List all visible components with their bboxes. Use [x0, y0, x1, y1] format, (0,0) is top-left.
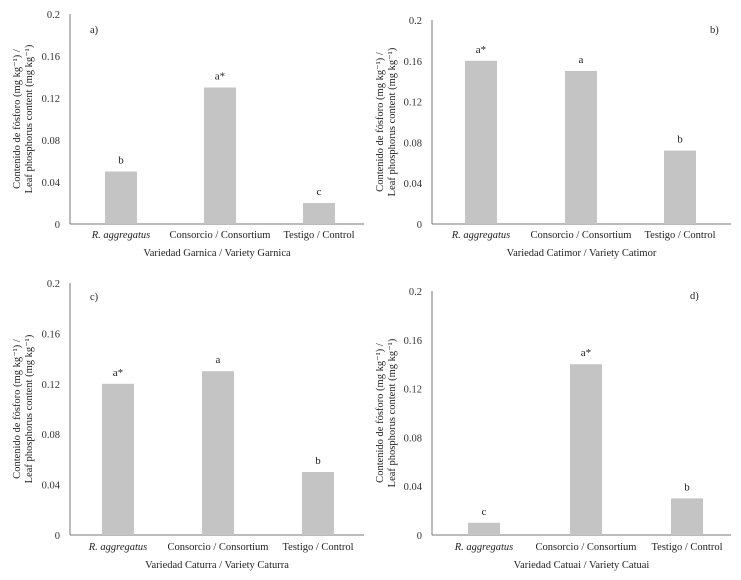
x-axis-label: Variedad Catimor / Variety Catimor: [507, 248, 657, 259]
category-label: Consorcio / Consortium: [536, 542, 637, 553]
y-tick-label: 0.04: [404, 179, 423, 190]
category-label: Testigo / Control: [282, 542, 353, 553]
chart-panel-4: 0 0.04 0.08 0.12 0.16 0.2 c R. aggregatus a* Cons…: [375, 287, 731, 571]
y-tick-label: 0: [417, 220, 422, 231]
bar: [671, 498, 703, 535]
significance-label: a*: [581, 347, 591, 359]
y-axis-label: Contenido de fósforo (mg kg⁻¹) /Leaf pho…: [12, 334, 35, 483]
y-axis-label: Contenido de fósforo (mg kg⁻¹) /Leaf pho…: [375, 338, 398, 487]
category-label: Testigo / Control: [651, 542, 722, 553]
y-tick-label: 0.08: [404, 138, 422, 149]
y-tick-label: 0.04: [404, 482, 423, 493]
significance-label: a*: [215, 71, 225, 83]
significance-label: a: [579, 54, 584, 66]
y-tick-label: 0.04: [42, 481, 61, 492]
y-tick-label: 0.16: [404, 336, 422, 347]
bar: [302, 472, 334, 535]
panel-label: a): [90, 25, 99, 36]
category-label: R. aggregatus: [451, 230, 511, 241]
y-axis-label-line1: Contenido de fósforo (mg kg⁻¹) /: [12, 49, 23, 189]
panel-label: d): [690, 291, 699, 302]
bar: [202, 371, 234, 535]
y-axis-label: Contenido de fósforo (mg kg⁻¹) /Leaf pho…: [12, 44, 35, 193]
y-axis-label-line2: Leaf phosphorus content (mg kg⁻¹): [387, 47, 398, 196]
y-tick-label: 0.16: [42, 52, 60, 63]
category-label: Consorcio / Consortium: [531, 230, 632, 241]
y-axis-label-line1: Contenido de fósforo (mg kg⁻¹) /: [375, 343, 386, 483]
significance-label: b: [677, 134, 683, 146]
chart-panel-1: 0 0.04 0.08 0.12 0.16 0.2 b R. aggregatus a* Cons…: [12, 10, 364, 259]
chart-panel-3: 0 0.04 0.08 0.12 0.16 0.2 a* R. aggregatus a Cons…: [12, 279, 364, 571]
category-label: R. aggregatus: [454, 542, 514, 553]
y-tick-label: 0.08: [42, 136, 60, 147]
significance-label: b: [315, 455, 321, 467]
chart-panel-2: 0 0.04 0.08 0.12 0.16 0.2 a* R. aggregatus a Cons…: [375, 16, 731, 259]
significance-label: b: [684, 481, 690, 493]
bar: [105, 171, 137, 224]
y-axis-label-line1: Contenido de fósforo (mg kg⁻¹) /: [12, 339, 23, 479]
y-axis-label-line1: Contenido de fósforo (mg kg⁻¹) /: [375, 52, 386, 192]
bar: [204, 87, 236, 224]
bar: [303, 203, 335, 224]
bar: [565, 71, 597, 224]
panel-label: b): [710, 25, 719, 36]
y-tick-label: 0.12: [42, 380, 60, 391]
bar: [102, 383, 134, 535]
y-tick-label: 0.2: [47, 279, 60, 290]
y-tick-label: 0.04: [42, 178, 61, 189]
y-tick-label: 0.08: [42, 430, 60, 441]
category-label: R. aggregatus: [88, 542, 148, 553]
x-axis-label: Variedad Catuai / Variety Catuai: [514, 560, 650, 571]
significance-label: c: [482, 506, 487, 518]
y-tick-label: 0: [55, 220, 60, 231]
panel-label: c): [90, 292, 99, 303]
y-tick-label: 0.2: [409, 16, 422, 27]
significance-label: b: [118, 155, 124, 167]
y-axis-label-line2: Leaf phosphorus content (mg kg⁻¹): [24, 334, 35, 483]
significance-label: a*: [476, 44, 486, 56]
y-tick-label: 0.16: [42, 329, 60, 340]
y-tick-label: 0.12: [42, 94, 60, 105]
y-tick-label: 0.12: [404, 98, 422, 109]
bar: [570, 364, 602, 535]
y-tick-label: 0.08: [404, 433, 422, 444]
category-label: Consorcio / Consortium: [168, 542, 269, 553]
y-axis-label-line2: Leaf phosphorus content (mg kg⁻¹): [24, 44, 35, 193]
y-tick-label: 0.2: [409, 287, 422, 298]
category-label: Testigo / Control: [644, 230, 715, 241]
significance-label: c: [317, 186, 322, 198]
category-label: Consorcio / Consortium: [170, 230, 271, 241]
y-axis-label-line2: Leaf phosphorus content (mg kg⁻¹): [387, 338, 398, 487]
y-tick-label: 0: [417, 531, 422, 542]
y-tick-label: 0.12: [404, 385, 422, 396]
category-label: Testigo / Control: [283, 230, 354, 241]
significance-label: a: [216, 354, 221, 366]
y-tick-label: 0.16: [404, 57, 422, 68]
category-label: R. aggregatus: [91, 230, 151, 241]
bar: [468, 522, 500, 535]
y-tick-label: 0.2: [47, 10, 60, 21]
significance-label: a*: [113, 367, 123, 379]
y-axis-label: Contenido de fósforo (mg kg⁻¹) /Leaf pho…: [375, 47, 398, 196]
bar: [465, 60, 497, 224]
x-axis-label: Variedad Caturra / Variety Caturra: [145, 560, 289, 571]
y-tick-label: 0: [55, 531, 60, 542]
x-axis-label: Variedad Garnica / Variety Garnica: [143, 248, 291, 259]
bar: [664, 150, 696, 224]
